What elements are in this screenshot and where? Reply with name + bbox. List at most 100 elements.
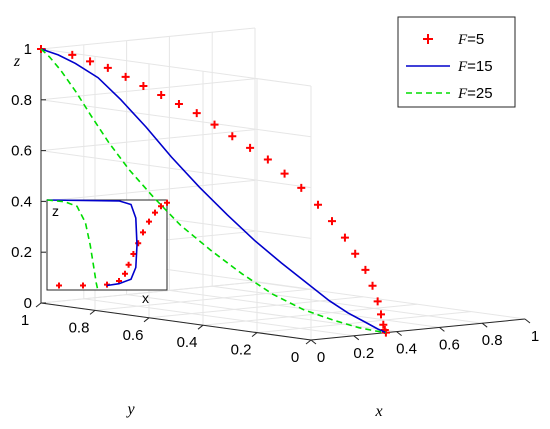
legend-label: F=15 bbox=[457, 58, 493, 75]
legend: F=5 F=15 F=25 bbox=[397, 16, 516, 108]
grid-line bbox=[148, 296, 364, 319]
axis-line bbox=[481, 322, 488, 328]
plus-marker bbox=[86, 57, 95, 66]
z-tick-label: 0.2 bbox=[11, 244, 32, 261]
legend-label: F=25 bbox=[457, 85, 493, 102]
plus-marker bbox=[125, 261, 132, 268]
axis-line bbox=[310, 339, 317, 345]
axis-line bbox=[143, 317, 150, 323]
axis-line bbox=[396, 331, 402, 336]
legend-box bbox=[397, 16, 516, 108]
plus-marker bbox=[139, 81, 148, 90]
axis-line bbox=[439, 327, 445, 332]
inset-series-F15-line bbox=[46, 199, 138, 287]
x-tick-label: 1 bbox=[531, 328, 539, 345]
plus-marker bbox=[368, 281, 377, 290]
plus-marker bbox=[379, 320, 388, 329]
plus-marker bbox=[328, 217, 336, 226]
grid-line bbox=[40, 27, 256, 50]
plus-marker bbox=[210, 120, 219, 129]
legend-marker bbox=[423, 34, 433, 44]
axis-layer: 0 0.2 0.4 0.6 0.8 100.20.40.60.8100.20.40.60.… bbox=[11, 41, 539, 420]
plus-marker bbox=[80, 282, 86, 289]
plus-marker bbox=[103, 63, 112, 72]
legend-item: F=15 bbox=[406, 58, 493, 75]
y-tick-label: 0.6 bbox=[123, 327, 144, 344]
z-tick-label: 0.4 bbox=[11, 193, 32, 210]
plus-marker bbox=[376, 310, 385, 319]
grid-line bbox=[254, 281, 526, 320]
grid-line bbox=[202, 303, 418, 326]
series-F25-line bbox=[40, 48, 387, 334]
axis-line bbox=[305, 339, 312, 345]
plus-marker bbox=[280, 169, 289, 178]
y-axis-label: y bbox=[125, 401, 135, 418]
x-tick-label: 0.6 bbox=[439, 336, 460, 353]
grid-line bbox=[40, 281, 256, 304]
plus-marker bbox=[297, 183, 306, 192]
grid-line bbox=[40, 48, 312, 87]
legend-label: F=5 bbox=[457, 31, 484, 48]
legend-item: F=5 bbox=[423, 31, 484, 48]
plus-marker bbox=[130, 251, 137, 257]
plus-marker bbox=[373, 297, 382, 306]
series-F5-markers bbox=[37, 45, 390, 337]
x-tick-label: 0.8 bbox=[482, 332, 503, 349]
x-axis-label: x bbox=[374, 403, 382, 420]
z-tick-label: 0.6 bbox=[11, 143, 32, 160]
axis-line bbox=[35, 302, 42, 308]
inset-z-label: z bbox=[52, 203, 59, 219]
axis-line bbox=[251, 332, 258, 337]
plus-marker bbox=[228, 132, 237, 141]
grid-line bbox=[40, 78, 256, 101]
grid-line bbox=[40, 99, 312, 138]
plus-marker bbox=[121, 72, 130, 81]
grid-line bbox=[40, 179, 256, 202]
z-axis-label: z bbox=[13, 53, 21, 70]
axis-line bbox=[40, 302, 312, 341]
plus-marker bbox=[158, 203, 164, 210]
y-tick-label: 0 bbox=[291, 349, 299, 366]
grid-line bbox=[94, 288, 310, 311]
plus-marker bbox=[164, 199, 170, 206]
plus-marker bbox=[246, 143, 255, 152]
series-layer bbox=[37, 45, 390, 337]
plus-marker bbox=[263, 155, 272, 164]
plus-marker bbox=[174, 100, 183, 109]
plus-marker bbox=[313, 200, 322, 209]
plus-marker bbox=[157, 90, 166, 99]
axis-line bbox=[524, 318, 531, 324]
plus-marker bbox=[351, 249, 360, 258]
z-tick-label: 0.8 bbox=[11, 92, 32, 109]
plus-marker bbox=[140, 229, 146, 236]
axis-line bbox=[310, 318, 526, 341]
plus-marker bbox=[56, 282, 62, 289]
grid-line bbox=[169, 289, 440, 328]
plus-marker bbox=[152, 209, 158, 216]
y-tick-label: 1 bbox=[21, 312, 29, 329]
grid-line bbox=[40, 150, 312, 189]
inset-x-label: x bbox=[142, 290, 149, 306]
z-tick-label: 1 bbox=[24, 41, 32, 58]
z-tick-label: 0 bbox=[24, 295, 32, 312]
inset-projection: zx bbox=[46, 199, 170, 306]
series-F15-line bbox=[40, 48, 387, 334]
plus-marker bbox=[340, 233, 349, 242]
y-tick-label: 0.4 bbox=[177, 334, 198, 351]
grid-line bbox=[40, 129, 256, 152]
plus-marker bbox=[192, 109, 201, 118]
inset-series-F5-markers bbox=[56, 199, 170, 289]
y-tick-label: 0.8 bbox=[69, 319, 90, 336]
plus-marker bbox=[381, 328, 390, 337]
plus-marker bbox=[68, 50, 77, 59]
axis-line bbox=[89, 310, 96, 315]
plus-marker bbox=[146, 218, 152, 225]
grid-line bbox=[83, 298, 354, 337]
y-tick-label: 0.2 bbox=[231, 342, 252, 359]
plus-marker bbox=[361, 265, 370, 274]
inset-series-F25-line bbox=[46, 199, 99, 289]
x-tick-label: 0 bbox=[317, 349, 325, 366]
axis-line bbox=[197, 324, 204, 330]
x-tick-label: 0.2 bbox=[353, 345, 374, 362]
